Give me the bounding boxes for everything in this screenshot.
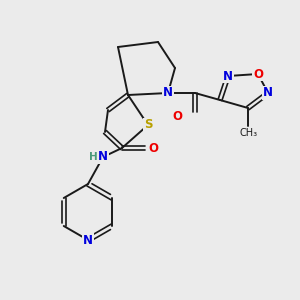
Text: O: O bbox=[148, 142, 158, 154]
Text: O: O bbox=[172, 110, 182, 124]
Text: N: N bbox=[98, 151, 108, 164]
Text: N: N bbox=[223, 70, 233, 83]
Text: H: H bbox=[88, 152, 98, 162]
Text: CH₃: CH₃ bbox=[240, 128, 258, 138]
Text: N: N bbox=[263, 86, 273, 100]
Text: N: N bbox=[83, 233, 93, 247]
Text: S: S bbox=[144, 118, 152, 131]
Text: N: N bbox=[163, 86, 173, 100]
Text: O: O bbox=[253, 68, 263, 80]
